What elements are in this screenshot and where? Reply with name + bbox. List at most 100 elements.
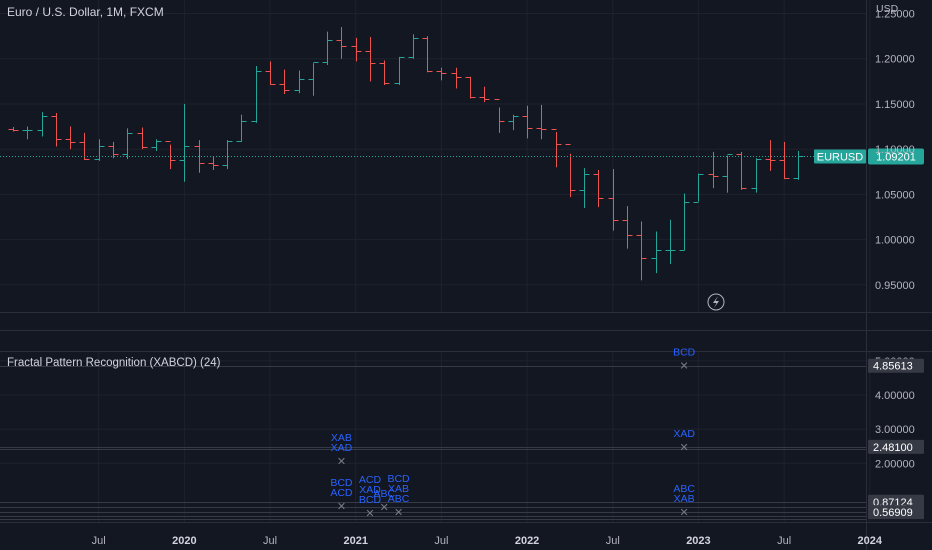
ohlc-bar [265, 61, 276, 85]
ohlc-bar [751, 158, 762, 193]
ohlc-bar [51, 112, 62, 147]
time-axis-label: 2023 [686, 535, 710, 547]
price-axis-label: 1.10000 [875, 144, 915, 156]
ohlc-bar [593, 169, 604, 208]
time-axis-label: Jul [777, 535, 791, 547]
indicator-axis-label: 4.00000 [875, 390, 915, 402]
symbol-title[interactable]: Euro / U.S. Dollar, 1M, FXCM [7, 5, 164, 19]
symbol-badge-label: EURUSD [817, 152, 864, 164]
ohlc-bar [308, 62, 319, 96]
pattern-label: ABC [373, 488, 395, 500]
price-axis-label: 1.15000 [875, 99, 915, 111]
ohlc-bar [494, 99, 505, 133]
pattern-label: XAB [388, 483, 409, 495]
ohlc-bar [208, 156, 219, 170]
indicator-value-label: 4.85613 [873, 361, 913, 373]
ohlc-bar [636, 221, 647, 281]
pattern-label: ABC [673, 483, 695, 495]
indicator-value-box [868, 439, 924, 454]
pattern-label: ACD [359, 474, 382, 486]
time-axis-label: 2021 [343, 535, 367, 547]
ohlc-bar [522, 105, 533, 139]
ohlc-bar [165, 141, 176, 170]
ohlc-bar [536, 104, 547, 140]
pattern-label: BCD [673, 347, 696, 359]
time-axis-label: 2020 [172, 535, 196, 547]
indicator-axis-label: 2.00000 [875, 458, 915, 470]
pattern-label: BCD [359, 494, 382, 506]
pattern-point-marker: ✕ [394, 506, 403, 519]
ohlc-bar [479, 86, 490, 103]
ohlc-bar [665, 219, 676, 265]
symbol-badge [814, 149, 866, 164]
price-axis-label: 1.25000 [875, 8, 915, 20]
lightning-icon-bolt [713, 296, 719, 308]
indicator-title[interactable]: Fractal Pattern Recognition (XABCD) (24) [7, 357, 221, 369]
pattern-label: XAD [331, 442, 353, 454]
ohlc-bar [651, 231, 662, 274]
ohlc-bar [322, 31, 333, 66]
currency-label: USD [876, 3, 899, 15]
ohlc-bar [679, 193, 690, 251]
ohlc-bar [422, 36, 433, 73]
ohlc-bar [793, 150, 804, 180]
pattern-point-marker: ✕ [680, 441, 689, 454]
ohlc-bar [722, 154, 733, 193]
ohlc-bar [765, 140, 776, 171]
ohlc-bar [451, 67, 462, 89]
time-axis-label: 2024 [858, 535, 883, 547]
ohlc-bar [465, 76, 476, 99]
ohlc-bar [279, 69, 290, 94]
pattern-label: BCD [330, 477, 353, 489]
ohlc-bar [236, 114, 247, 142]
pattern-label: XAD [359, 484, 381, 496]
last-price-value: 1.09201 [876, 152, 916, 164]
pattern-label: ABC [388, 493, 410, 505]
ohlc-bar [508, 114, 519, 131]
ohlc-bar [608, 169, 619, 231]
ohlc-bar [108, 141, 119, 159]
ohlc-bar [79, 132, 90, 161]
pattern-point-marker: ✕ [365, 507, 374, 520]
last-price-badge [868, 148, 924, 165]
ohlc-bar [179, 103, 190, 182]
ohlc-bar [94, 139, 105, 161]
ohlc-bar [365, 36, 376, 82]
pattern-point-marker: ✕ [380, 501, 389, 514]
ohlc-bar [336, 27, 347, 59]
ohlc-bar [294, 70, 305, 94]
ohlc-bar [708, 151, 719, 189]
ohlc-bar [351, 37, 362, 62]
price-axis-label: 1.05000 [875, 189, 915, 201]
pattern-point-marker: ✕ [680, 506, 689, 519]
ohlc-bar [8, 127, 19, 132]
ohlc-bar [379, 60, 390, 85]
indicator-axis-label: 3.00000 [875, 424, 915, 436]
price-axis-label: 1.20000 [875, 54, 915, 66]
time-axis-label: Jul [434, 535, 448, 547]
price-axis-label: 1.00000 [875, 235, 915, 247]
pattern-label: BCD [387, 473, 410, 485]
ohlc-bar [122, 128, 133, 160]
indicator-value-label: 2.48100 [873, 442, 913, 454]
ohlc-bar [394, 56, 405, 85]
ohlc-bar [408, 34, 419, 59]
ohlc-bar [436, 67, 447, 81]
time-axis-label: Jul [92, 535, 106, 547]
indicator-value-label: 0.56909 [873, 507, 913, 519]
pattern-label: ACD [330, 487, 353, 499]
ohlc-bar [65, 126, 76, 150]
pattern-point-marker: ✕ [337, 500, 346, 513]
ohlc-bar [151, 139, 162, 151]
ohlc-bar [736, 151, 747, 190]
ohlc-bar [551, 129, 562, 168]
time-axis-label: Jul [263, 535, 277, 547]
ohlc-bar [137, 127, 148, 150]
ohlc-bar [622, 206, 633, 249]
indicator-value-box [868, 358, 924, 373]
ohlc-bar [693, 173, 704, 203]
ohlc-bar [779, 141, 790, 180]
price-axis-label: 0.95000 [875, 280, 915, 292]
lightning-icon [707, 293, 725, 311]
